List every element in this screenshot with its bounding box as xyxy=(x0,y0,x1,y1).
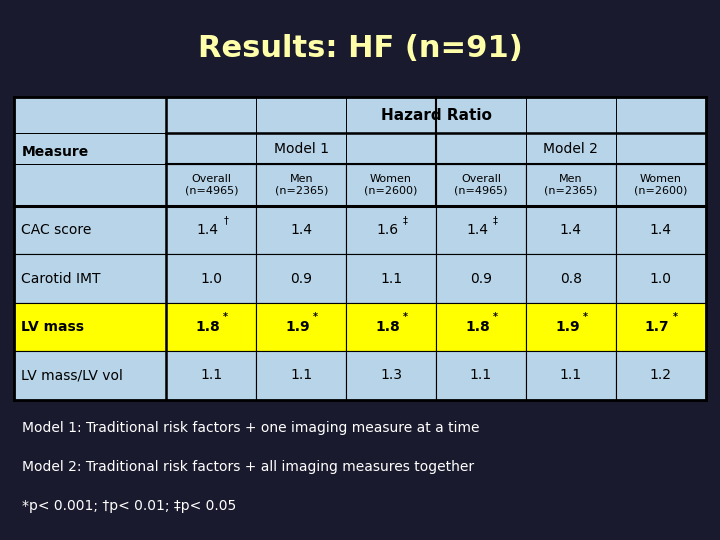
Bar xyxy=(436,351,526,400)
Text: 1.0: 1.0 xyxy=(200,272,222,286)
Text: 1.1: 1.1 xyxy=(470,368,492,382)
Text: 1.6: 1.6 xyxy=(377,223,399,237)
Bar xyxy=(616,303,706,351)
Text: Model 1: Traditional risk factors + one imaging measure at a time: Model 1: Traditional risk factors + one … xyxy=(22,421,479,435)
Bar xyxy=(436,133,706,164)
Text: 1.3: 1.3 xyxy=(380,368,402,382)
Text: Results: HF (n=91): Results: HF (n=91) xyxy=(197,34,523,63)
Text: 0.9: 0.9 xyxy=(290,272,312,286)
Text: 1.1: 1.1 xyxy=(380,272,402,286)
Text: *: * xyxy=(223,312,228,322)
Bar xyxy=(14,303,166,351)
Text: 0.8: 0.8 xyxy=(560,272,582,286)
Text: ‡: ‡ xyxy=(403,215,408,226)
Text: 1.9: 1.9 xyxy=(555,320,580,334)
Bar xyxy=(14,97,166,206)
Text: 1.4: 1.4 xyxy=(467,223,488,237)
Text: CAC score: CAC score xyxy=(22,223,91,237)
Text: 1.4: 1.4 xyxy=(649,223,672,237)
Bar xyxy=(256,303,346,351)
Bar xyxy=(346,254,436,303)
Text: *: * xyxy=(313,312,318,322)
Text: 1.8: 1.8 xyxy=(465,320,490,334)
Bar xyxy=(346,303,436,351)
Bar xyxy=(436,254,526,303)
Bar xyxy=(166,133,436,164)
Bar xyxy=(526,206,616,254)
Text: ‡: ‡ xyxy=(493,215,498,226)
Bar xyxy=(616,351,706,400)
Text: Hazard Ratio: Hazard Ratio xyxy=(381,108,492,123)
Text: Measure: Measure xyxy=(22,145,89,159)
Bar xyxy=(14,254,166,303)
Text: 1.0: 1.0 xyxy=(649,272,672,286)
Text: 1.4: 1.4 xyxy=(560,223,582,237)
Bar xyxy=(166,254,256,303)
Bar xyxy=(166,351,256,400)
Text: Carotid IMT: Carotid IMT xyxy=(22,272,101,286)
Bar xyxy=(346,164,436,206)
Text: *: * xyxy=(403,312,408,322)
Bar xyxy=(14,351,166,400)
Bar xyxy=(526,164,616,206)
Text: Men
(n=2365): Men (n=2365) xyxy=(274,174,328,195)
Text: 1.2: 1.2 xyxy=(649,368,672,382)
Text: *: * xyxy=(672,312,678,322)
Bar xyxy=(436,303,526,351)
Bar xyxy=(616,254,706,303)
Text: *p< 0.001; †p< 0.01; ‡p< 0.05: *p< 0.001; †p< 0.01; ‡p< 0.05 xyxy=(22,500,236,514)
Text: 1.9: 1.9 xyxy=(285,320,310,334)
Bar xyxy=(436,164,526,206)
Bar xyxy=(14,206,166,254)
Text: *: * xyxy=(582,312,588,322)
Bar xyxy=(166,206,256,254)
Text: 1.7: 1.7 xyxy=(645,320,670,334)
Text: 1.1: 1.1 xyxy=(290,368,312,382)
Bar xyxy=(166,164,256,206)
Bar xyxy=(346,351,436,400)
Bar xyxy=(256,351,346,400)
Text: Model 2: Model 2 xyxy=(544,141,598,156)
Text: 1.4: 1.4 xyxy=(290,223,312,237)
Bar xyxy=(256,254,346,303)
Bar xyxy=(346,206,436,254)
Text: 1.8: 1.8 xyxy=(375,320,400,334)
Text: Model 2: Traditional risk factors + all imaging measures together: Model 2: Traditional risk factors + all … xyxy=(22,460,474,474)
Bar xyxy=(166,97,706,133)
Bar xyxy=(256,164,346,206)
Bar xyxy=(616,164,706,206)
Bar xyxy=(166,303,256,351)
Bar xyxy=(256,206,346,254)
Text: Model 1: Model 1 xyxy=(274,141,329,156)
Text: Overall
(n=4965): Overall (n=4965) xyxy=(454,174,508,195)
Bar xyxy=(526,254,616,303)
Text: *: * xyxy=(492,312,498,322)
Text: 1.1: 1.1 xyxy=(559,368,582,382)
Text: 0.9: 0.9 xyxy=(470,272,492,286)
Text: Men
(n=2365): Men (n=2365) xyxy=(544,174,598,195)
Text: †: † xyxy=(223,215,228,226)
Text: 1.8: 1.8 xyxy=(196,320,220,334)
Bar xyxy=(616,206,706,254)
Text: Women
(n=2600): Women (n=2600) xyxy=(364,174,418,195)
Text: LV mass/LV vol: LV mass/LV vol xyxy=(22,368,123,382)
Text: LV mass: LV mass xyxy=(22,320,84,334)
Bar xyxy=(436,206,526,254)
Text: 1.1: 1.1 xyxy=(200,368,222,382)
Text: Women
(n=2600): Women (n=2600) xyxy=(634,174,688,195)
Bar xyxy=(526,351,616,400)
Text: 1.4: 1.4 xyxy=(197,223,219,237)
Text: Overall
(n=4965): Overall (n=4965) xyxy=(184,174,238,195)
Bar xyxy=(526,303,616,351)
